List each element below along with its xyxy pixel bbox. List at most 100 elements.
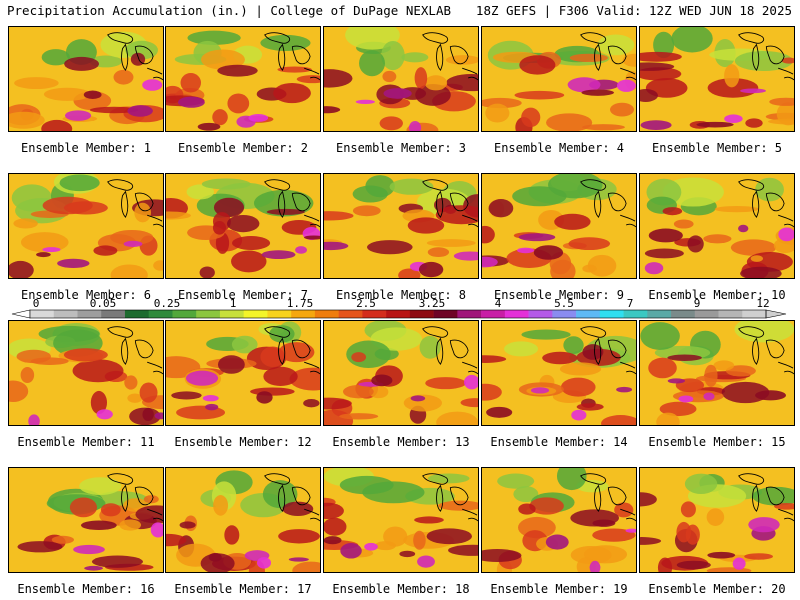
colorbar-segment: [172, 310, 197, 318]
colorbar-tick-label: 0.05: [90, 297, 117, 310]
colorbar-segment: [53, 310, 78, 318]
colorbar-segment: [243, 310, 268, 318]
precip-map: [639, 467, 795, 573]
member-label: Ensemble Member: 5: [651, 141, 783, 155]
map-title: Precipitation Accumulation (in.) | Colle…: [7, 3, 452, 18]
precip-map: [8, 467, 164, 573]
colorbar-segment: [433, 310, 458, 318]
colorbar-segment: [77, 310, 102, 318]
member-label: Ensemble Member: 8: [335, 288, 467, 302]
colorbar-tick-label: 3.25: [419, 297, 446, 310]
precip-field: [482, 174, 636, 278]
precip-map: [323, 467, 479, 573]
member-label: Ensemble Member: 14: [490, 435, 628, 449]
colorbar-segment: [694, 310, 719, 318]
member-label: Ensemble Member: 10: [648, 288, 786, 302]
member-label: Ensemble Member: 19: [490, 582, 628, 596]
precip-field: [324, 27, 478, 131]
colorbar-tick-label: 7: [627, 297, 634, 310]
member-label: Ensemble Member: 17: [174, 582, 312, 596]
colorbar-segment: [124, 310, 150, 318]
colorbar-tick-label: 0: [33, 297, 40, 310]
precip-field: [640, 174, 794, 278]
colorbar-segment: [314, 310, 339, 318]
colorbar-segment: [338, 310, 363, 318]
precip-field: [640, 321, 794, 425]
member-label: Ensemble Member: 15: [648, 435, 786, 449]
member-label: Ensemble Member: 13: [332, 435, 470, 449]
precip-map: [481, 173, 637, 279]
precip-map: [165, 320, 321, 426]
precip-field: [9, 174, 163, 278]
colorbar-tick-label: 12: [756, 297, 769, 310]
precip-map: [323, 26, 479, 132]
precip-field: [324, 174, 478, 278]
member-label: Ensemble Member: 4: [493, 141, 625, 155]
colorbar-max-arrow: [765, 309, 787, 319]
colorbar-segment: [291, 310, 316, 318]
precip-map: [639, 173, 795, 279]
precip-map: [481, 26, 637, 132]
colorbar-segment: [576, 310, 601, 318]
colorbar-tick-label: 9: [694, 297, 701, 310]
member-label: Ensemble Member: 7: [177, 288, 309, 302]
colorbar-tick-label: 4: [495, 297, 502, 310]
colorbar-tick-label: 5.5: [554, 297, 574, 310]
colorbar-segment: [671, 310, 696, 318]
colorbar-segment: [481, 310, 506, 318]
colorbar-segment: [528, 310, 553, 318]
colorbar-segment: [219, 310, 244, 318]
precip-map: [165, 173, 321, 279]
colorbar-tick-label: 2.5: [356, 297, 376, 310]
precip-field: [640, 468, 794, 572]
precip-field: [324, 321, 478, 425]
colorbar-min-arrow: [11, 309, 31, 319]
precip-map: [481, 320, 637, 426]
precip-field: [9, 27, 163, 131]
run-info: 18Z GEFS | F306 Valid: 12Z WED JUN 18 20…: [475, 3, 792, 18]
precip-field: [9, 321, 163, 425]
colorbar-tick-label: 1.75: [287, 297, 314, 310]
precip-field: [166, 321, 320, 425]
member-label: Ensemble Member: 20: [648, 582, 786, 596]
precip-map: [639, 26, 795, 132]
colorbar-segment: [599, 310, 624, 318]
precip-map: [8, 320, 164, 426]
precip-map: [323, 320, 479, 426]
precip-field: [482, 321, 636, 425]
member-label: Ensemble Member: 11: [17, 435, 155, 449]
precip-field: [482, 27, 636, 131]
member-label: Ensemble Member: 9: [493, 288, 625, 302]
colorbar-segment: [504, 310, 529, 318]
member-label: Ensemble Member: 2: [177, 141, 309, 155]
colorbar-segment: [196, 310, 221, 318]
colorbar-segment: [742, 310, 767, 318]
precip-field: [166, 27, 320, 131]
colorbar-tick-label: 1: [230, 297, 237, 310]
member-label: Ensemble Member: 18: [332, 582, 470, 596]
precip-map: [165, 467, 321, 573]
precip-field: [324, 468, 478, 572]
colorbar-segment: [267, 310, 292, 318]
precip-field: [166, 174, 320, 278]
colorbar-tick-label: 0.25: [154, 297, 181, 310]
colorbar-segment: [148, 310, 173, 318]
precip-map: [639, 320, 795, 426]
precip-map: [323, 173, 479, 279]
member-label: Ensemble Member: 3: [335, 141, 467, 155]
precip-map: [165, 26, 321, 132]
precip-field: [9, 468, 163, 572]
colorbar-segment: [30, 310, 55, 318]
precip-map: [481, 467, 637, 573]
precip-map: [8, 173, 164, 279]
precip-field: [640, 27, 794, 131]
member-label: Ensemble Member: 16: [17, 582, 155, 596]
colorbar-segment: [623, 310, 648, 318]
colorbar-segment: [386, 310, 411, 318]
colorbar-segment: [409, 310, 434, 318]
colorbar-segment: [457, 310, 482, 318]
colorbar-segment: [552, 310, 577, 318]
color-scale-bar: 0 0.05 0.25 1 1.75 2.5 3.25 4 5.5 7 9 12: [11, 297, 787, 319]
precip-field: [482, 468, 636, 572]
colorbar-segment: [362, 310, 387, 318]
